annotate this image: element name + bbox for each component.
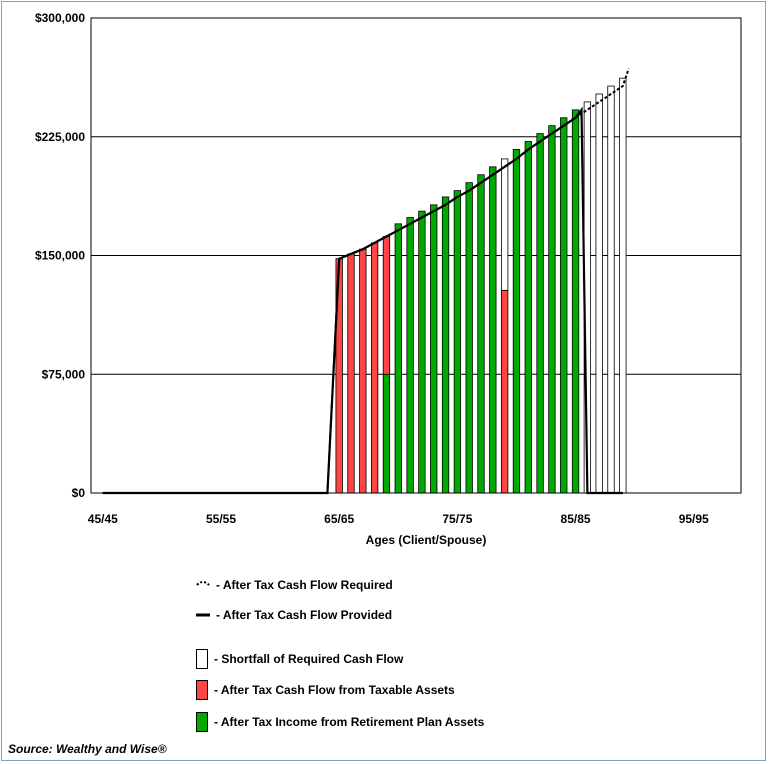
bar-retirement — [394, 223, 402, 494]
y-tick-label: $225,000 — [35, 130, 85, 144]
dashed-line-icon — [196, 575, 210, 595]
bar-shortfall — [607, 85, 615, 494]
x-tick-label: 95/95 — [679, 512, 709, 526]
bar-taxable — [370, 242, 379, 494]
legend-item-retirement: - After Tax Income from Retirement Plan … — [196, 711, 484, 733]
bar-shortfall — [595, 93, 603, 494]
x-tick-label: 65/65 — [324, 512, 354, 526]
bar-taxable — [500, 289, 509, 494]
bar-retirement — [418, 210, 426, 494]
solid-line-icon — [196, 605, 210, 625]
x-axis-label: Ages (Client/Spouse) — [366, 533, 487, 547]
white-swatch-icon — [196, 649, 208, 669]
bar-retirement — [548, 125, 556, 494]
bar-taxable — [347, 253, 355, 494]
bar-retirement — [489, 166, 497, 494]
y-tick-label: $300,000 — [35, 11, 85, 25]
legend-item-required: - After Tax Cash Flow Required — [196, 574, 393, 596]
bar-retirement — [430, 204, 438, 494]
gridlines — [91, 136, 741, 375]
legend-label-taxable: - After Tax Cash Flow from Taxable Asset… — [214, 683, 455, 697]
bar-retirement — [536, 133, 544, 494]
red-swatch-icon — [196, 680, 208, 700]
bar-retirement — [512, 149, 521, 494]
bar-retirement — [406, 217, 414, 494]
legend-label-shortfall: - Shortfall of Required Cash Flow — [214, 652, 404, 666]
legend-label-provided: - After Tax Cash Flow Provided — [216, 608, 393, 622]
provided-cash-flow-line — [102, 106, 623, 495]
x-tick-label: 85/85 — [561, 512, 591, 526]
legend-label-retirement: - After Tax Income from Retirement Plan … — [214, 715, 485, 729]
bar-retirement — [453, 190, 462, 494]
x-axis-ticks: 45/45 55/55 65/65 75/75 85/85 95/95 — [88, 512, 709, 526]
x-tick-label: 45/45 — [88, 512, 118, 526]
plot-area-border — [90, 17, 742, 494]
legend-item-taxable: - After Tax Cash Flow from Taxable Asset… — [196, 679, 455, 701]
y-tick-label: $75,000 — [42, 367, 86, 381]
legend-item-provided: - After Tax Cash Flow Provided — [196, 604, 392, 626]
bar-retirement — [382, 373, 391, 494]
legend-item-shortfall: - Shortfall of Required Cash Flow — [196, 648, 403, 670]
bar-shortfall — [500, 158, 509, 291]
y-axis-ticks: $0 $75,000 $150,000 $225,000 $300,000 — [35, 11, 85, 500]
x-tick-label: 55/55 — [206, 512, 236, 526]
source-note: Source: Wealthy and Wise® — [8, 742, 167, 756]
bar-retirement — [560, 117, 568, 494]
series-lines — [102, 68, 630, 495]
bar-taxable — [382, 236, 391, 375]
bar-taxable — [359, 248, 367, 494]
bar-retirement — [571, 109, 580, 494]
bar-retirement — [465, 182, 473, 494]
bar-retirement — [477, 174, 485, 494]
bars — [335, 77, 627, 494]
bar-retirement — [524, 141, 532, 494]
green-swatch-icon — [196, 712, 208, 732]
x-tick-label: 75/75 — [442, 512, 472, 526]
y-tick-label: $0 — [72, 486, 86, 500]
bar-retirement — [441, 196, 450, 494]
cash-flow-chart: $0 $75,000 $150,000 $225,000 $300,000 45/45 5… — [35, 11, 742, 547]
y-tick-label: $150,000 — [35, 249, 85, 263]
bar-shortfall — [619, 77, 627, 494]
legend-label-required: - After Tax Cash Flow Required — [216, 578, 393, 592]
